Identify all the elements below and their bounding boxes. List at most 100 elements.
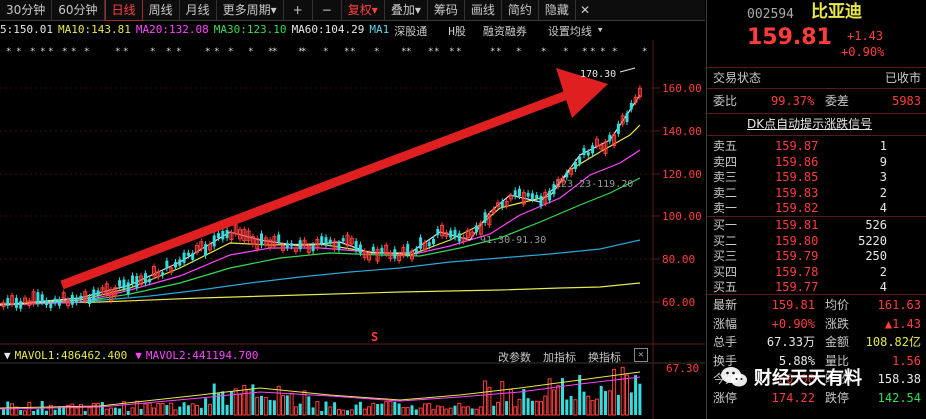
candle-body	[603, 141, 608, 154]
volume-bar	[478, 406, 483, 416]
volume-bar	[10, 403, 15, 416]
ask-row: 卖一 159.82 4	[707, 200, 926, 216]
dk-signal-link[interactable]: DK点自动提示涨跌信号	[747, 117, 873, 131]
candle-body	[491, 208, 496, 213]
candle-body	[49, 302, 53, 309]
ask-volume: 3	[879, 170, 887, 184]
candle-body	[45, 300, 48, 306]
hide-button[interactable]: 隐藏	[539, 0, 576, 20]
candle-body	[513, 190, 517, 197]
switch-indicator-button[interactable]: 换指标	[588, 351, 621, 364]
period-60min[interactable]: 60分钟	[52, 0, 105, 20]
candle-body	[328, 239, 332, 244]
order-diff-label: 委差	[825, 94, 850, 108]
volume-bar	[242, 384, 247, 416]
star-marker: *	[642, 47, 647, 57]
candle-body	[281, 245, 285, 251]
star-marker: *	[490, 47, 495, 57]
dk-signal-row[interactable]: DK点自动提示涨跌信号	[707, 116, 926, 132]
volume-bar	[362, 408, 367, 416]
volume-bar	[474, 408, 479, 416]
margin-trading-tab[interactable]: 融资融券	[482, 25, 527, 38]
volume-bar	[91, 402, 96, 416]
volume-bar	[272, 400, 276, 415]
candle-body	[311, 245, 315, 252]
h-share-tab[interactable]: H股	[448, 25, 466, 38]
candle-body	[135, 276, 139, 288]
volume-bar	[483, 380, 488, 416]
chips-button[interactable]: 筹码	[428, 0, 465, 20]
overlay-label: 叠加	[390, 3, 415, 17]
candle-body	[27, 300, 32, 306]
candle-body	[375, 248, 380, 262]
kline-chart[interactable]: 170.30 123.23-119.20 91.30-91.30 S 160.0…	[0, 0, 705, 419]
star-marker: *	[6, 47, 11, 57]
candle-body	[591, 145, 595, 154]
volume-bar	[612, 368, 617, 416]
stat-label: 均价	[825, 298, 850, 312]
candle-body	[306, 245, 311, 254]
volume-bar	[207, 403, 212, 416]
candle-body	[508, 195, 513, 200]
add-indicator-button[interactable]: 加指标	[543, 351, 576, 364]
period-weekly[interactable]: 周线	[143, 0, 180, 20]
volume-bar	[238, 393, 242, 416]
sz-connect-tab[interactable]: 深股通	[394, 25, 428, 38]
volume-bar	[281, 395, 285, 416]
star-marker: *	[301, 47, 306, 57]
stat-row: 最新 159.81 均价 161.63	[707, 297, 926, 313]
candle-body	[255, 238, 260, 250]
candle-body	[92, 289, 96, 301]
period-30min[interactable]: 30分钟	[0, 0, 53, 20]
candle-body	[148, 278, 152, 283]
axis-160: 160.00	[662, 82, 702, 95]
volume-bar	[492, 405, 496, 415]
chevron-down-icon[interactable]: ▾	[596, 23, 604, 36]
ma-legend: 5:150.01 MA10:143.81 MA20:132.08 MA30:12…	[0, 23, 705, 39]
candle-body	[432, 238, 435, 245]
volume-bar	[160, 403, 165, 416]
more-periods-button[interactable]: 更多周期▾	[217, 0, 284, 20]
volume-bar	[221, 391, 225, 415]
stat-label: 涨跌	[825, 316, 850, 331]
volume-bar	[48, 404, 53, 416]
star-marker: *	[115, 47, 120, 57]
draw-line-button[interactable]: 画线	[465, 0, 502, 20]
volume-bar	[217, 393, 220, 415]
star-marker: *	[323, 47, 328, 57]
star-marker: *	[563, 47, 568, 57]
volume-bar	[66, 404, 70, 416]
volume-bar	[263, 397, 268, 416]
stat-value: 1.56	[892, 353, 921, 368]
set-ma-button[interactable]: 设置均线	[547, 25, 592, 38]
volume-bar	[505, 401, 509, 415]
edit-params-button[interactable]: 改参数	[498, 351, 531, 364]
candle-body	[233, 224, 238, 235]
candle-body	[320, 236, 324, 244]
ask-row: 卖二 159.83 2	[707, 185, 926, 201]
adjust-button[interactable]: 复权▾	[342, 0, 385, 20]
star-marker: *	[84, 47, 89, 57]
candle-body	[380, 247, 384, 254]
period-monthly[interactable]: 月线	[180, 0, 217, 20]
candle-body	[10, 295, 15, 305]
candle-body	[414, 248, 418, 253]
volume-bar	[565, 399, 569, 415]
stat-row: 涨幅 +0.90% 涨跌 ▲1.43	[707, 316, 926, 332]
period-daily[interactable]: 日线	[104, 0, 143, 21]
volume-bar	[113, 407, 117, 415]
zoom-in-button[interactable]: +	[284, 0, 313, 20]
volume-bar	[457, 402, 462, 416]
close-icon[interactable]: ✕	[634, 348, 648, 362]
candle-body	[345, 234, 350, 247]
star-marker: *	[516, 47, 521, 57]
close-icon[interactable]: ✕	[579, 3, 590, 17]
candlesticks	[1, 85, 642, 312]
candle-body	[521, 191, 526, 205]
star-marker: *	[496, 47, 501, 57]
volume-bar	[126, 410, 130, 415]
overlay-button[interactable]: 叠加▾	[385, 0, 428, 20]
simple-button[interactable]: 简约	[502, 0, 539, 20]
candle-body	[349, 237, 354, 245]
zoom-out-button[interactable]: −	[313, 0, 342, 20]
